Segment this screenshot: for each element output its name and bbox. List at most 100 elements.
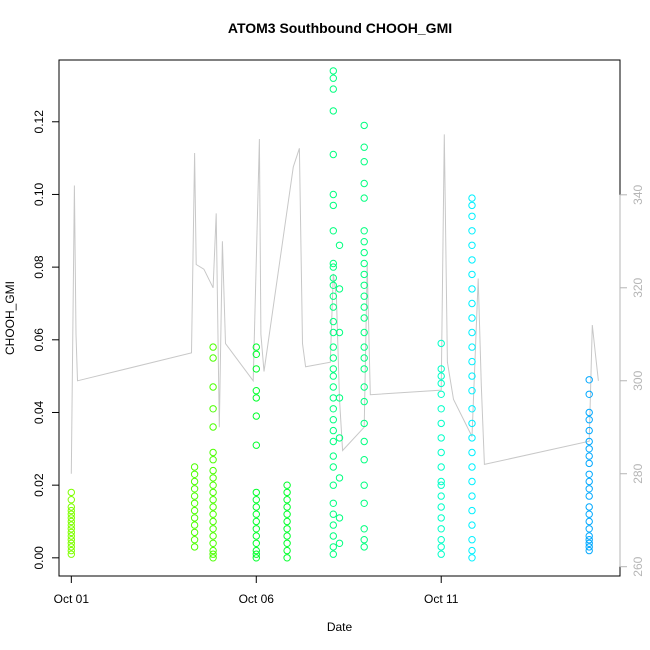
y-tick-label-3: 0.06 — [32, 328, 46, 352]
data-point-s3-34 — [329, 550, 337, 558]
data-point-s3-42 — [335, 539, 344, 547]
data-point-s3-17 — [329, 354, 337, 362]
data-point-s1-22 — [209, 488, 217, 497]
data-point-s3-63 — [360, 419, 368, 428]
data-point-s6-6 — [585, 445, 593, 453]
y2-tick-label-1: 280 — [631, 463, 645, 483]
data-point-s3-49 — [360, 238, 368, 246]
data-point-s1-8 — [190, 521, 199, 529]
data-point-s1-29 — [209, 539, 217, 547]
data-point-s4-5 — [437, 405, 445, 413]
data-point-s3-65 — [360, 456, 368, 464]
data-point-s4-2 — [437, 372, 445, 380]
data-point-s1-7 — [190, 514, 199, 522]
data-point-s0-1 — [67, 503, 76, 511]
data-point-s3-69 — [360, 536, 368, 544]
data-point-s4-16 — [437, 536, 445, 544]
data-point-s3-18 — [329, 365, 337, 373]
data-point-s2-18 — [283, 481, 291, 489]
data-point-s0-7 — [67, 532, 76, 540]
data-point-s0-11 — [67, 546, 76, 555]
data-point-s3-40 — [335, 474, 344, 482]
data-point-s3-41 — [335, 514, 344, 522]
data-point-s3-26 — [329, 452, 337, 460]
data-point-s2-8 — [252, 496, 260, 504]
data-point-s0-10 — [67, 543, 76, 551]
data-point-s2-22 — [283, 510, 291, 518]
data-point-s3-10 — [329, 274, 337, 282]
data-point-s5-18 — [468, 448, 476, 457]
data-point-s0-14 — [67, 506, 76, 515]
data-point-s3-8 — [329, 259, 337, 268]
data-point-s3-39 — [335, 434, 344, 442]
data-point-s1-3 — [190, 485, 199, 493]
data-point-s2-10 — [252, 510, 260, 518]
data-point-s3-1 — [329, 74, 337, 82]
chart-title: ATOM3 Southbound CHOOH_GMI — [228, 20, 452, 36]
data-point-s0-12 — [67, 550, 76, 558]
data-point-s6-12 — [585, 492, 593, 500]
data-point-s3-38 — [335, 394, 344, 402]
data-point-s3-4 — [329, 150, 337, 159]
data-point-s3-22 — [329, 405, 337, 413]
data-point-s2-17 — [252, 554, 260, 562]
data-point-s3-20 — [329, 383, 337, 391]
data-point-s1-10 — [190, 536, 199, 544]
data-point-s5-26 — [468, 554, 476, 562]
y-axis-right: 260 280 300 320 340 — [619, 184, 645, 577]
y2-tick-label-4: 340 — [631, 184, 645, 204]
data-point-s2-27 — [283, 546, 291, 555]
data-point-s3-0 — [329, 67, 337, 75]
data-point-s1-30 — [209, 546, 217, 555]
data-point-s3-23 — [329, 416, 337, 424]
data-point-s6-7 — [585, 452, 593, 460]
data-point-s2-16 — [252, 550, 260, 558]
data-point-s3-19 — [329, 372, 337, 380]
data-point-s2-2 — [252, 365, 260, 373]
data-point-s4-7 — [437, 434, 445, 442]
data-point-s5-9 — [468, 314, 476, 322]
data-point-s2-7 — [252, 488, 260, 497]
data-point-s3-43 — [360, 121, 368, 130]
data-point-s4-11 — [437, 481, 445, 489]
data-point-s3-70 — [360, 543, 368, 551]
data-point-s1-4 — [190, 492, 199, 500]
data-point-s3-33 — [329, 543, 337, 551]
data-point-s5-0 — [468, 194, 476, 202]
data-point-s1-20 — [209, 474, 217, 482]
x-tick-label-0: Oct 01 — [54, 592, 90, 606]
data-point-s3-27 — [329, 463, 337, 471]
data-point-s4-10 — [437, 477, 445, 486]
data-point-s6-10 — [585, 477, 593, 486]
data-point-s3-52 — [360, 270, 368, 279]
data-point-s3-68 — [360, 525, 368, 533]
data-point-s3-2 — [329, 85, 337, 93]
data-point-s1-5 — [190, 499, 199, 507]
data-point-s1-28 — [209, 532, 217, 540]
data-point-s3-16 — [329, 343, 337, 351]
data-point-s4-0 — [437, 339, 445, 348]
y-axis-label: CHOOH_GMI — [3, 281, 17, 355]
data-point-s1-9 — [190, 528, 199, 537]
data-point-s6-16 — [585, 525, 593, 533]
data-point-s0-8 — [67, 536, 76, 544]
data-point-s4-15 — [437, 525, 445, 533]
data-point-s1-25 — [209, 510, 217, 518]
data-point-s5-1 — [468, 201, 476, 210]
data-point-s1-23 — [209, 496, 217, 504]
data-point-s2-11 — [252, 517, 260, 526]
data-point-s4-8 — [437, 448, 445, 457]
data-point-s3-21 — [329, 394, 337, 402]
data-point-s2-0 — [252, 343, 260, 351]
data-point-s3-58 — [360, 343, 368, 351]
data-point-s3-60 — [360, 365, 368, 373]
data-point-s4-14 — [437, 514, 445, 522]
y-tick-label-4: 0.08 — [32, 255, 46, 279]
data-point-s2-9 — [252, 503, 260, 511]
data-point-s3-57 — [360, 328, 368, 337]
data-point-s1-14 — [209, 383, 217, 391]
data-point-s3-32 — [329, 532, 337, 540]
data-point-s6-3 — [585, 416, 593, 424]
data-point-s6-20 — [585, 543, 593, 551]
y2-tick-label-0: 260 — [631, 556, 645, 576]
